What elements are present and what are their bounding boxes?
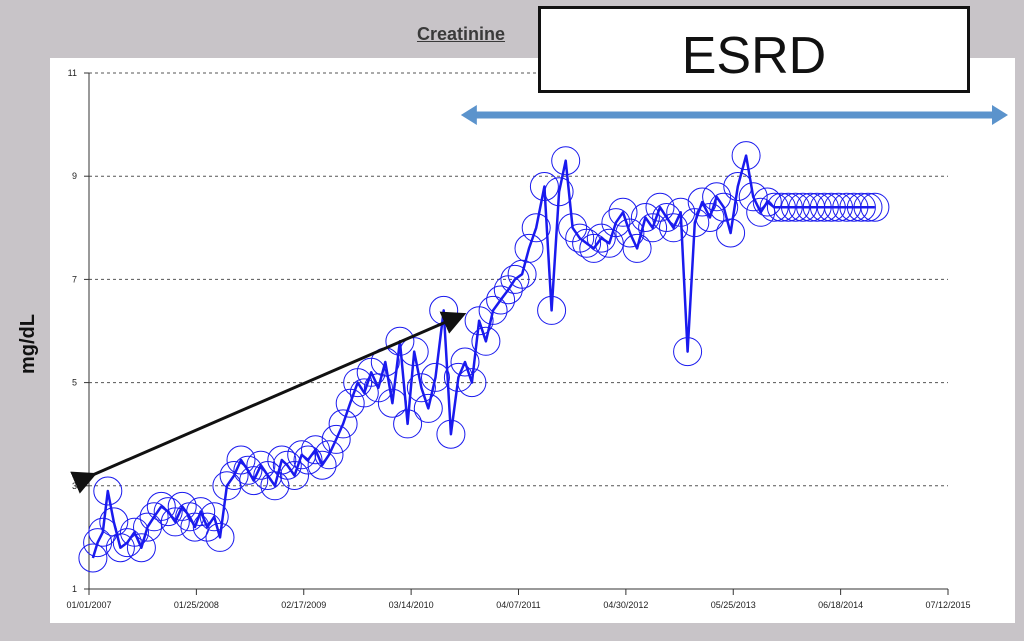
data-point: [565, 223, 595, 253]
data-point: [112, 528, 142, 558]
data-point: [759, 192, 789, 222]
x-tick-label: 05/25/2013: [711, 600, 756, 610]
x-tick-label: 03/14/2010: [389, 600, 434, 610]
esrd-arrowhead-right: [992, 105, 1008, 125]
trend-arrow: [70, 311, 467, 494]
y-tick-label: 11: [68, 68, 77, 78]
data-point: [78, 543, 108, 573]
data-point: [180, 512, 210, 542]
data-point: [199, 502, 229, 532]
x-tick-label: 04/30/2012: [603, 600, 648, 610]
data-point: [853, 192, 883, 222]
data-point: [738, 182, 768, 212]
data-point: [816, 192, 846, 222]
data-point: [192, 512, 222, 542]
data-point: [205, 522, 235, 552]
chart-title: Creatinine: [416, 24, 506, 44]
data-point: [88, 517, 118, 547]
data-point: [809, 192, 839, 222]
data-point: [846, 192, 876, 222]
data-point: [579, 233, 609, 263]
data-point: [824, 192, 853, 222]
data-point: [544, 177, 574, 207]
data-point: [687, 187, 717, 217]
esrd-label-box: ESRD: [538, 6, 970, 93]
data-point: [521, 213, 551, 243]
data-point: [680, 208, 710, 238]
x-ticks: 01/01/2007 01/25/2008 02/17/2009 03/14/2010…: [66, 589, 971, 610]
data-point: [186, 497, 216, 527]
x-tick-label: 04/07/2011: [496, 600, 540, 610]
data-point: [666, 197, 696, 227]
data-point: [478, 295, 508, 325]
data-point: [731, 141, 761, 171]
y-tick-label: 5: [72, 378, 77, 388]
data-point: [766, 192, 796, 222]
data-point: [160, 507, 190, 537]
x-tick-label: 01/01/2007: [66, 600, 111, 610]
data-point: [608, 197, 638, 227]
data-point: [630, 203, 660, 232]
data-point: [572, 228, 602, 258]
data-point: [537, 295, 567, 325]
data-point: [99, 507, 129, 537]
plot-background: [50, 58, 1015, 623]
data-point: [139, 502, 169, 532]
data-point: [471, 326, 501, 356]
data-point: [622, 233, 652, 263]
data-point: [126, 533, 156, 563]
data-point: [746, 197, 776, 227]
annotations: [70, 105, 1008, 494]
data-point: [673, 337, 703, 367]
data-point: [645, 192, 675, 222]
data-point: [500, 264, 530, 294]
data-point: [839, 192, 869, 222]
data-point: [659, 213, 688, 243]
data-point: [153, 497, 183, 527]
data-point: [133, 512, 162, 542]
data-point: [551, 146, 581, 176]
data-point: [652, 203, 682, 232]
data-point: [702, 182, 732, 212]
esrd-label: ESRD: [681, 27, 827, 85]
esrd-arrowhead-left: [460, 105, 477, 125]
x-tick-label: 01/25/2008: [174, 600, 219, 610]
data-point: [860, 192, 890, 222]
data-point: [752, 187, 782, 217]
y-tick-label: 3: [72, 481, 77, 491]
data-point: [486, 285, 516, 315]
y-tick-label: 7: [72, 274, 77, 284]
data-point: [802, 192, 832, 222]
data-point: [120, 517, 149, 547]
data-point: [716, 218, 746, 248]
x-tick-label: 07/12/2015: [925, 600, 970, 610]
y-tick-label: 9: [72, 171, 77, 181]
x-tick-label: 02/17/2009: [281, 600, 326, 610]
data-point: [514, 233, 544, 263]
data-point: [615, 218, 645, 248]
data-point: [529, 172, 559, 201]
data-point: [586, 223, 616, 253]
data-point: [773, 192, 803, 222]
data-point: [594, 228, 624, 258]
data-point: [781, 192, 810, 222]
data-point: [723, 172, 753, 201]
y-tick-label: 1: [72, 584, 77, 594]
y-axis-label: mg/dL: [17, 314, 39, 374]
x-tick-label: 06/18/2014: [818, 600, 863, 610]
